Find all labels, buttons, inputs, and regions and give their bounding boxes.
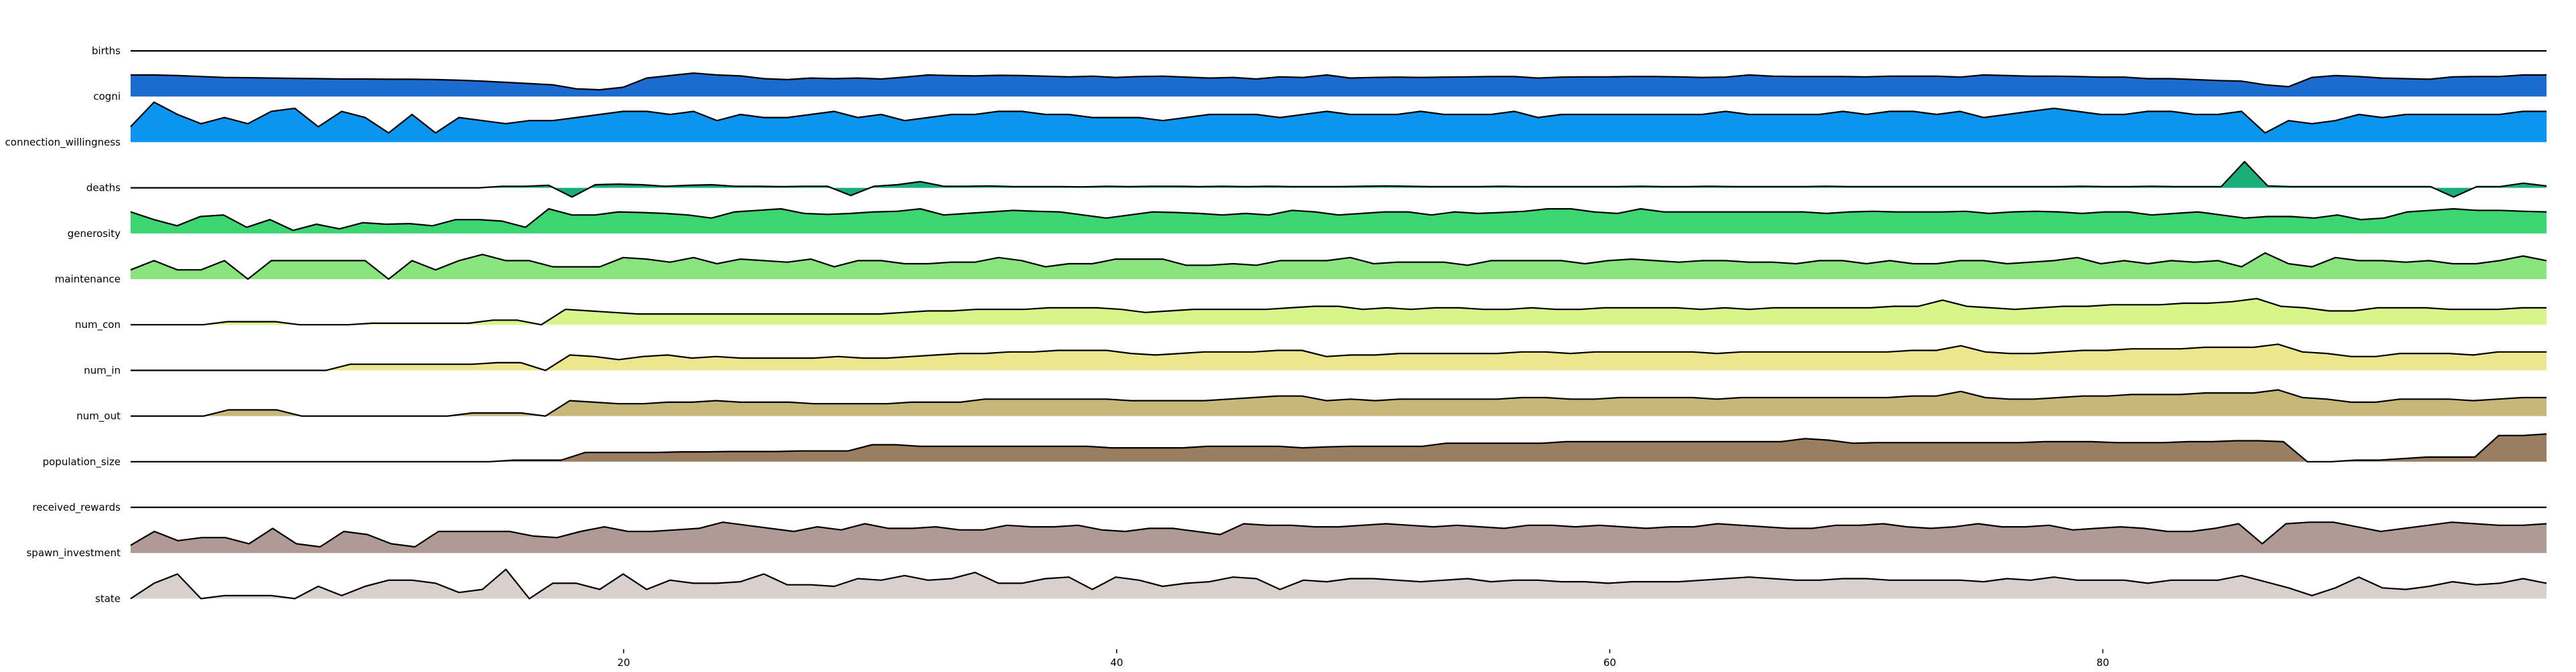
row-label-num-out: num_out xyxy=(76,410,121,423)
ridge-area-num-in xyxy=(131,344,2547,371)
ridge-line-generosity xyxy=(130,207,2547,232)
ridge-area-generosity xyxy=(131,209,2547,234)
ridge-line-num-con xyxy=(131,298,2547,326)
row-label-state: state xyxy=(95,592,121,604)
ridge-area-num-out xyxy=(131,390,2547,416)
row-label-num-in: num_in xyxy=(84,364,121,377)
row-label-received-rewards: received_rewards xyxy=(32,501,121,514)
ridge-line-maintenance xyxy=(130,252,2547,280)
row-label-deaths: deaths xyxy=(86,182,121,194)
ridge-area-population-size xyxy=(131,434,2547,462)
ridge-area-deaths xyxy=(131,161,2547,197)
ridge-row-cogni: cogni xyxy=(93,72,2547,102)
x-tick-label: 40 xyxy=(1111,657,1123,669)
ridge-area-num-con xyxy=(131,299,2547,325)
ridge-row-state: state xyxy=(95,568,2547,604)
x-tick-label: 80 xyxy=(2096,657,2109,669)
ridge-line-spawn-investment xyxy=(130,521,2547,548)
row-label-births: births xyxy=(92,45,121,57)
ridge-line-population-size xyxy=(131,433,2547,463)
row-label-maintenance: maintenance xyxy=(55,273,121,285)
x-tick-label: 20 xyxy=(618,657,630,669)
ridge-line-num-in xyxy=(131,343,2547,371)
ridge-row-population-size: population_size xyxy=(43,433,2547,469)
ridge-row-deaths: deaths xyxy=(86,161,2547,198)
ridge-area-spawn-investment xyxy=(131,522,2547,554)
ridge-line-state xyxy=(130,568,2547,600)
ridge-row-num-con: num_con xyxy=(75,298,2547,331)
row-label-connection-willingness: connection_willingness xyxy=(5,136,121,149)
x-tick-label: 60 xyxy=(1603,657,1616,669)
x-axis: 20 40 60 80 xyxy=(618,649,2109,669)
ridge-line-deaths xyxy=(131,161,2547,198)
row-label-spawn-investment: spawn_investment xyxy=(26,547,121,560)
ridge-area-connection-willingness xyxy=(131,102,2547,143)
ridge-area-state xyxy=(131,569,2547,599)
ridge-area-maintenance xyxy=(131,252,2547,279)
ridge-row-births: births xyxy=(92,45,2547,57)
ridge-row-generosity: generosity xyxy=(68,207,2547,240)
ridge-line-cogni xyxy=(131,72,2547,91)
row-label-num-con: num_con xyxy=(75,319,121,331)
row-label-generosity: generosity xyxy=(68,228,121,240)
ridge-row-num-out: num_out xyxy=(76,389,2547,423)
row-label-population-size: population_size xyxy=(43,456,121,469)
row-label-cogni: cogni xyxy=(93,90,121,102)
ridge-row-connection-willingness: connection_willingness xyxy=(5,101,2547,149)
ridge-line-connection-willingness xyxy=(130,101,2547,134)
ridge-row-num-in: num_in xyxy=(84,343,2547,377)
ridge-row-received-rewards: received_rewards xyxy=(32,501,2547,514)
ridge-row-maintenance: maintenance xyxy=(55,252,2547,285)
ridge-area-cogni xyxy=(131,73,2547,97)
ridge-row-spawn-investment: spawn_investment xyxy=(26,521,2547,560)
ridge-line-num-out xyxy=(131,389,2547,417)
